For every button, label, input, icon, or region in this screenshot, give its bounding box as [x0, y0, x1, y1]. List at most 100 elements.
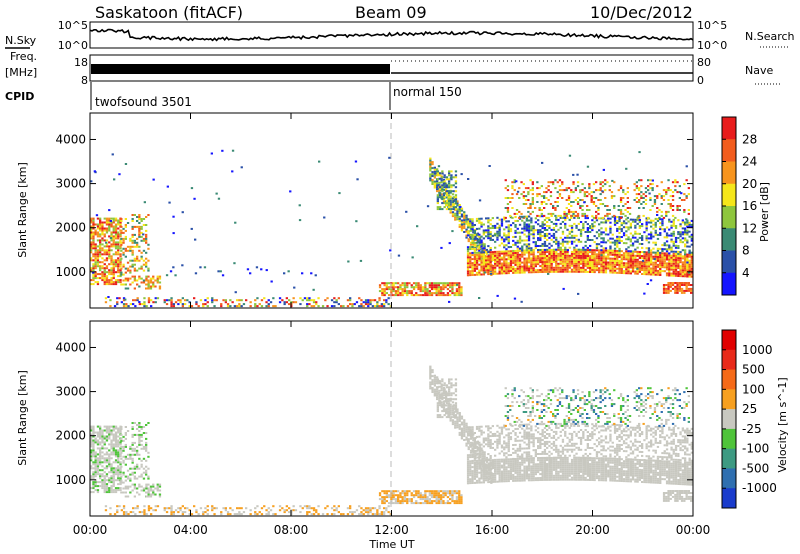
range-cell — [367, 507, 370, 510]
range-cell — [661, 224, 664, 227]
range-cell — [552, 232, 556, 235]
range-cell — [330, 299, 334, 302]
range-cell — [546, 264, 549, 267]
range-cell — [602, 253, 605, 256]
range-cell — [684, 267, 687, 270]
range-cell — [654, 217, 657, 220]
range-cell — [561, 262, 565, 265]
range-cell — [142, 447, 146, 450]
range-cell — [213, 513, 216, 516]
range-cell — [516, 269, 519, 272]
range-cell — [487, 221, 490, 224]
range-cell — [601, 185, 605, 188]
range-cell — [577, 254, 580, 257]
range-cell — [583, 212, 586, 215]
range-cell — [240, 305, 243, 308]
range-cell — [435, 284, 438, 287]
range-cell — [445, 178, 449, 181]
range-cell — [306, 507, 309, 510]
range-cell — [424, 292, 427, 295]
range-cell — [140, 463, 143, 466]
range-cell — [487, 269, 490, 272]
range-cell — [602, 269, 605, 272]
range-cell — [355, 301, 359, 304]
range-cell — [654, 223, 657, 226]
range-cell — [618, 220, 621, 223]
range-cell — [340, 513, 343, 516]
range-cell — [126, 477, 130, 480]
range-cell — [110, 243, 113, 246]
range-cell — [202, 303, 205, 306]
range-cell — [136, 428, 139, 430]
range-cell — [690, 284, 693, 286]
range-cell — [120, 426, 123, 428]
range-cell — [401, 500, 404, 503]
range-cell — [604, 179, 607, 182]
range-cell — [133, 422, 136, 424]
range-cell — [188, 513, 191, 516]
range-cell — [670, 272, 673, 275]
range-cell — [101, 229, 104, 232]
range-cell — [552, 205, 555, 207]
range-cell — [431, 183, 434, 185]
range-cell — [625, 218, 628, 221]
range-cell — [337, 297, 340, 300]
range-cell — [301, 507, 304, 510]
range-cell — [101, 435, 104, 438]
range-cell — [616, 267, 619, 270]
range-cell — [355, 220, 358, 223]
range-cell — [101, 221, 104, 224]
range-cell — [622, 262, 626, 265]
range-cell — [511, 181, 514, 184]
range-cell — [541, 227, 544, 230]
range-cell — [152, 489, 155, 492]
range-cell — [509, 216, 513, 219]
range-cell — [690, 267, 693, 270]
range-cell — [681, 241, 684, 244]
range-cell — [586, 223, 589, 226]
range-cell — [120, 451, 123, 454]
range-cell — [378, 290, 382, 293]
range-cell — [202, 513, 205, 516]
range-cell — [543, 270, 547, 273]
range-cell — [449, 407, 452, 410]
range-cell — [559, 226, 562, 229]
range-cell — [101, 485, 104, 488]
range-cell — [410, 292, 413, 295]
range-cell — [145, 229, 148, 232]
range-cell — [679, 275, 682, 278]
range-cell — [670, 262, 673, 265]
range-cell — [112, 453, 115, 456]
range-cell — [574, 210, 577, 213]
range-cell — [443, 192, 446, 195]
range-cell — [690, 251, 693, 254]
range-cell — [589, 248, 592, 251]
range-cell — [620, 240, 623, 242]
range-cell — [131, 214, 134, 216]
range-cell — [120, 509, 123, 512]
range-cell — [667, 289, 670, 292]
range-cell — [469, 270, 472, 273]
range-cell — [518, 257, 522, 260]
range-cell — [564, 262, 567, 265]
range-cell — [645, 263, 648, 266]
range-cell — [466, 274, 470, 277]
range-cell — [556, 205, 559, 207]
range-cell — [245, 299, 248, 302]
range-cell — [154, 285, 157, 288]
range-cell — [641, 243, 644, 245]
range-cell — [399, 500, 402, 503]
range-cell — [408, 290, 411, 293]
range-cell — [635, 185, 638, 188]
range-cell — [213, 299, 216, 302]
range-cell — [360, 511, 363, 514]
range-cell — [647, 233, 651, 236]
range-cell — [433, 168, 436, 171]
range-cell — [676, 289, 679, 292]
range-cell — [638, 268, 641, 271]
range-cell — [321, 305, 325, 308]
range-cell — [650, 231, 653, 234]
range-cell — [656, 197, 659, 199]
range-cell — [456, 208, 459, 211]
range-cell — [389, 249, 392, 252]
